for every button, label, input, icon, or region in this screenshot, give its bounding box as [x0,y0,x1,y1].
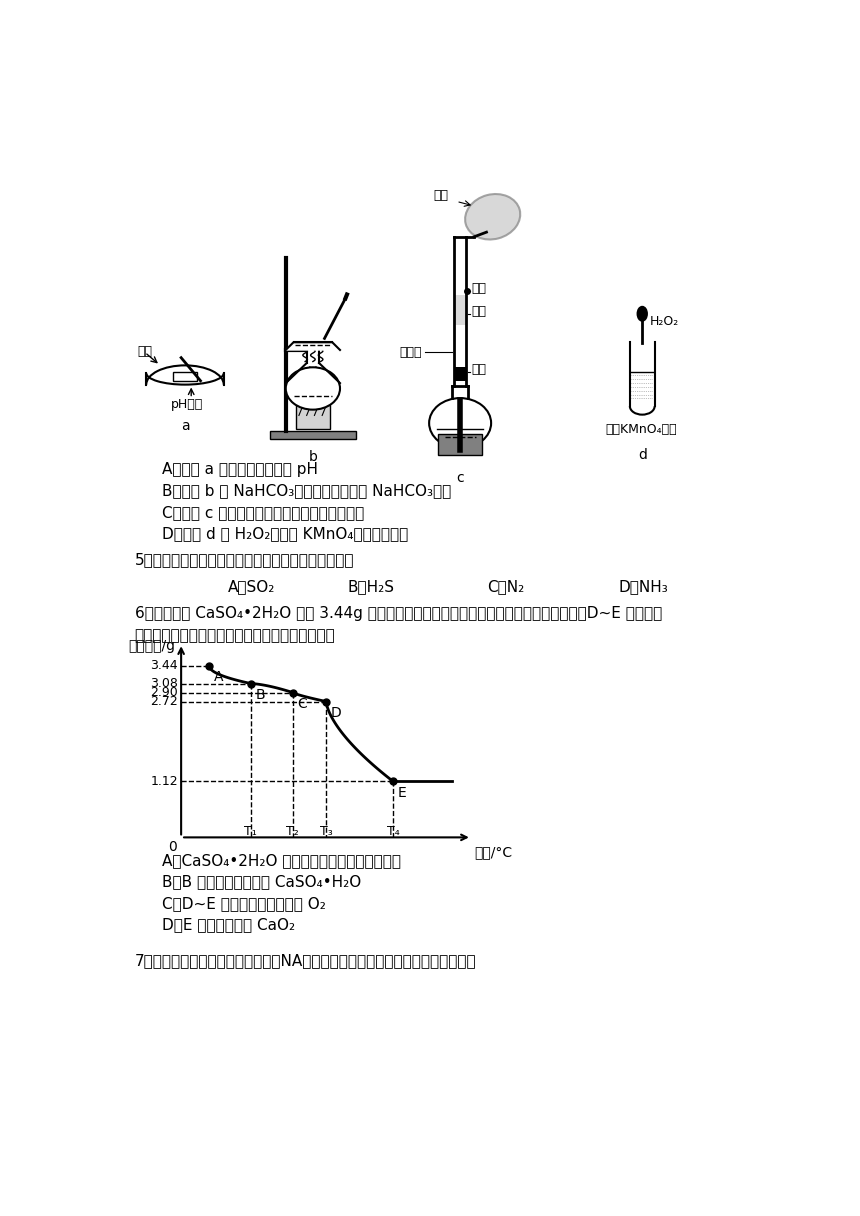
Ellipse shape [637,306,647,321]
Bar [439,434,482,456]
Text: E: E [398,786,407,800]
Text: 1.12: 1.12 [150,775,178,788]
Text: 6．取纯净的 CaSO₄•2H₂O 固体 3.44g 进行加热，测得固体质量随温度的变化情况如图所示。D~E 阶段反应: 6．取纯净的 CaSO₄•2H₂O 固体 3.44g 进行加热，测得固体质量随温… [135,607,662,621]
Ellipse shape [465,195,520,240]
Text: C: C [298,697,307,711]
Text: d: d [638,447,647,462]
Text: B．H₂S: B．H₂S [347,580,395,595]
Text: 小孔: 小孔 [472,282,487,294]
Text: D: D [331,706,341,720]
Text: 3.08: 3.08 [150,677,178,689]
Text: A．装置 a 可用于测定氯水的 pH: A．装置 a 可用于测定氯水的 pH [162,462,317,477]
Bar [454,295,466,325]
Text: 木炭: 木炭 [472,362,487,376]
Text: c: c [457,471,464,485]
Ellipse shape [429,398,491,449]
Text: A．SO₂: A．SO₂ [228,580,275,595]
Text: 7．氮在自然界中的循环如图所示。NA为阿伏加德罗常数的值，下列说法错误的是: 7．氮在自然界中的循环如图所示。NA为阿伏加德罗常数的值，下列说法错误的是 [135,953,476,968]
Text: 浓硫酸: 浓硫酸 [400,345,422,359]
Text: B: B [255,688,265,702]
Text: 3.44: 3.44 [150,659,178,672]
Text: T₁: T₁ [244,826,257,838]
Text: C．装置 c 加热一段时间后气球鼓起，溴水褪色: C．装置 c 加热一段时间后气球鼓起，溴水褪色 [162,505,364,519]
Text: T₃: T₃ [320,826,333,838]
Text: 温度/°C: 温度/°C [474,845,513,858]
Text: 生成的气体能使品红溶液褪色。下列说法错误的是: 生成的气体能使品红溶液褪色。下列说法错误的是 [135,627,335,643]
Ellipse shape [286,367,340,410]
Text: pH试纸: pH试纸 [171,399,203,411]
Text: D．E 点固体物质为 CaO₂: D．E 点固体物质为 CaO₂ [162,917,295,933]
Text: D．NH₃: D．NH₃ [619,580,669,595]
Polygon shape [286,342,340,350]
Bar [454,367,466,381]
Text: 2.72: 2.72 [150,696,178,708]
Text: D．装置 d 中 H₂O₂可氧化 KMnO₄溶液使其褪色: D．装置 d 中 H₂O₂可氧化 KMnO₄溶液使其褪色 [162,527,408,541]
Text: A．CaSO₄•2H₂O 受热时分三个阶段失去结晶水: A．CaSO₄•2H₂O 受热时分三个阶段失去结晶水 [162,852,401,868]
Bar [270,430,355,439]
Bar [296,405,330,429]
Bar [174,372,197,381]
Text: C．D~E 阶段的气体产物还有 O₂: C．D~E 阶段的气体产物还有 O₂ [162,896,326,911]
Text: H₂O₂: H₂O₂ [650,315,679,328]
Text: 酸性KMnO₄溶液: 酸性KMnO₄溶液 [605,423,677,437]
Text: A: A [213,670,224,685]
Text: B．装置 b 从 NaHCO₃溶液中获得纯净的 NaHCO₃固体: B．装置 b 从 NaHCO₃溶液中获得纯净的 NaHCO₃固体 [162,483,451,499]
Text: 氯水: 氯水 [137,344,152,358]
Text: 气球: 气球 [433,190,448,203]
Text: a: a [181,420,189,433]
Text: 5．下列气体中，既能用浓硫酸又能用碱石灰干燥的是: 5．下列气体中，既能用浓硫酸又能用碱石灰干燥的是 [135,552,354,568]
Polygon shape [307,367,319,382]
Text: b: b [309,450,317,465]
Text: 溴水: 溴水 [472,305,487,317]
Text: B．B 点固体的化学式是 CaSO₄•H₂O: B．B 点固体的化学式是 CaSO₄•H₂O [162,874,361,889]
Text: T₂: T₂ [286,826,299,838]
Text: 2.90: 2.90 [150,686,178,699]
Text: T₄: T₄ [387,826,400,838]
Text: C．N₂: C．N₂ [488,580,525,595]
Text: 0: 0 [168,840,176,855]
Text: 固体质量/g: 固体质量/g [128,638,175,653]
